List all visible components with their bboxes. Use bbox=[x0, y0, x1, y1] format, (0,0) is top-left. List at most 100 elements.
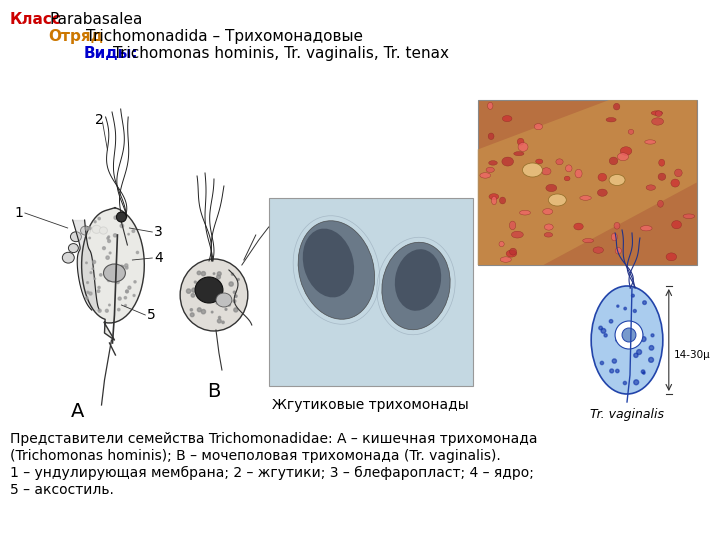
Circle shape bbox=[114, 216, 117, 219]
Ellipse shape bbox=[298, 221, 374, 319]
Circle shape bbox=[636, 349, 642, 355]
Ellipse shape bbox=[659, 159, 665, 166]
Circle shape bbox=[108, 236, 109, 238]
Circle shape bbox=[631, 338, 634, 341]
Circle shape bbox=[601, 328, 606, 333]
Text: 2: 2 bbox=[94, 113, 103, 127]
Text: Класс: Класс bbox=[10, 12, 62, 27]
Ellipse shape bbox=[544, 233, 553, 237]
Ellipse shape bbox=[480, 173, 490, 178]
Ellipse shape bbox=[652, 118, 664, 125]
Ellipse shape bbox=[616, 247, 621, 254]
Text: (Trichomonas hominis); В – мочеполовая трихомонада (Tr. vaginalis).: (Trichomonas hominis); В – мочеполовая т… bbox=[10, 449, 500, 463]
Ellipse shape bbox=[543, 208, 553, 214]
Circle shape bbox=[86, 282, 89, 284]
Ellipse shape bbox=[628, 130, 634, 134]
Ellipse shape bbox=[514, 152, 524, 156]
Circle shape bbox=[215, 285, 219, 289]
Circle shape bbox=[235, 295, 237, 298]
Ellipse shape bbox=[564, 176, 570, 181]
Ellipse shape bbox=[598, 173, 607, 181]
Circle shape bbox=[634, 353, 638, 357]
Ellipse shape bbox=[536, 159, 543, 164]
Circle shape bbox=[106, 256, 109, 259]
Circle shape bbox=[197, 295, 201, 299]
Ellipse shape bbox=[655, 111, 662, 117]
Text: A: A bbox=[71, 402, 84, 421]
Circle shape bbox=[190, 313, 194, 316]
Circle shape bbox=[233, 291, 235, 293]
Circle shape bbox=[624, 307, 626, 310]
Circle shape bbox=[207, 281, 210, 285]
Circle shape bbox=[643, 301, 647, 305]
Ellipse shape bbox=[492, 197, 497, 205]
Circle shape bbox=[191, 294, 194, 297]
Ellipse shape bbox=[510, 248, 516, 255]
Circle shape bbox=[125, 266, 128, 269]
Ellipse shape bbox=[613, 103, 620, 110]
Ellipse shape bbox=[486, 167, 495, 172]
Ellipse shape bbox=[658, 173, 666, 180]
Circle shape bbox=[98, 218, 100, 220]
Ellipse shape bbox=[520, 211, 531, 215]
Circle shape bbox=[610, 369, 613, 373]
Ellipse shape bbox=[506, 250, 517, 257]
Ellipse shape bbox=[534, 124, 543, 130]
Text: Tr. vaginalis: Tr. vaginalis bbox=[590, 408, 664, 421]
Circle shape bbox=[99, 274, 102, 276]
Ellipse shape bbox=[565, 165, 572, 172]
Ellipse shape bbox=[556, 159, 563, 165]
Text: 4: 4 bbox=[154, 251, 163, 265]
Circle shape bbox=[217, 272, 221, 276]
FancyBboxPatch shape bbox=[477, 100, 697, 265]
Circle shape bbox=[97, 290, 100, 293]
Ellipse shape bbox=[488, 133, 494, 139]
Text: 1: 1 bbox=[15, 206, 24, 220]
Circle shape bbox=[225, 308, 227, 310]
Circle shape bbox=[117, 278, 120, 280]
Circle shape bbox=[190, 309, 192, 311]
Circle shape bbox=[89, 237, 91, 239]
Text: Виды:: Виды: bbox=[84, 46, 138, 61]
Ellipse shape bbox=[582, 239, 593, 243]
Circle shape bbox=[634, 309, 636, 313]
Circle shape bbox=[92, 260, 96, 264]
Ellipse shape bbox=[382, 242, 450, 330]
Ellipse shape bbox=[675, 169, 682, 177]
Ellipse shape bbox=[71, 232, 81, 242]
Circle shape bbox=[114, 234, 117, 237]
Circle shape bbox=[212, 311, 213, 313]
FancyBboxPatch shape bbox=[269, 198, 473, 386]
Ellipse shape bbox=[646, 185, 655, 190]
Circle shape bbox=[194, 281, 197, 283]
Circle shape bbox=[117, 281, 120, 284]
Ellipse shape bbox=[511, 231, 523, 238]
Text: 5 – аксостиль.: 5 – аксостиль. bbox=[10, 483, 114, 497]
Circle shape bbox=[105, 309, 108, 312]
Circle shape bbox=[622, 328, 636, 342]
Ellipse shape bbox=[487, 102, 493, 110]
Circle shape bbox=[86, 262, 87, 264]
Ellipse shape bbox=[672, 220, 682, 229]
Circle shape bbox=[120, 224, 124, 227]
Circle shape bbox=[222, 321, 224, 323]
Circle shape bbox=[643, 372, 645, 374]
Ellipse shape bbox=[63, 252, 74, 263]
Polygon shape bbox=[81, 208, 144, 340]
Circle shape bbox=[186, 289, 191, 293]
Circle shape bbox=[599, 326, 603, 330]
Circle shape bbox=[89, 227, 91, 229]
Ellipse shape bbox=[195, 277, 223, 303]
Ellipse shape bbox=[606, 118, 616, 122]
Circle shape bbox=[122, 266, 124, 268]
Ellipse shape bbox=[620, 147, 632, 156]
Ellipse shape bbox=[617, 153, 629, 160]
Circle shape bbox=[651, 334, 654, 337]
Circle shape bbox=[228, 303, 230, 306]
Ellipse shape bbox=[500, 257, 511, 262]
Circle shape bbox=[132, 230, 135, 232]
Circle shape bbox=[641, 336, 646, 342]
Circle shape bbox=[94, 278, 96, 280]
Ellipse shape bbox=[499, 241, 504, 247]
Ellipse shape bbox=[489, 194, 499, 200]
